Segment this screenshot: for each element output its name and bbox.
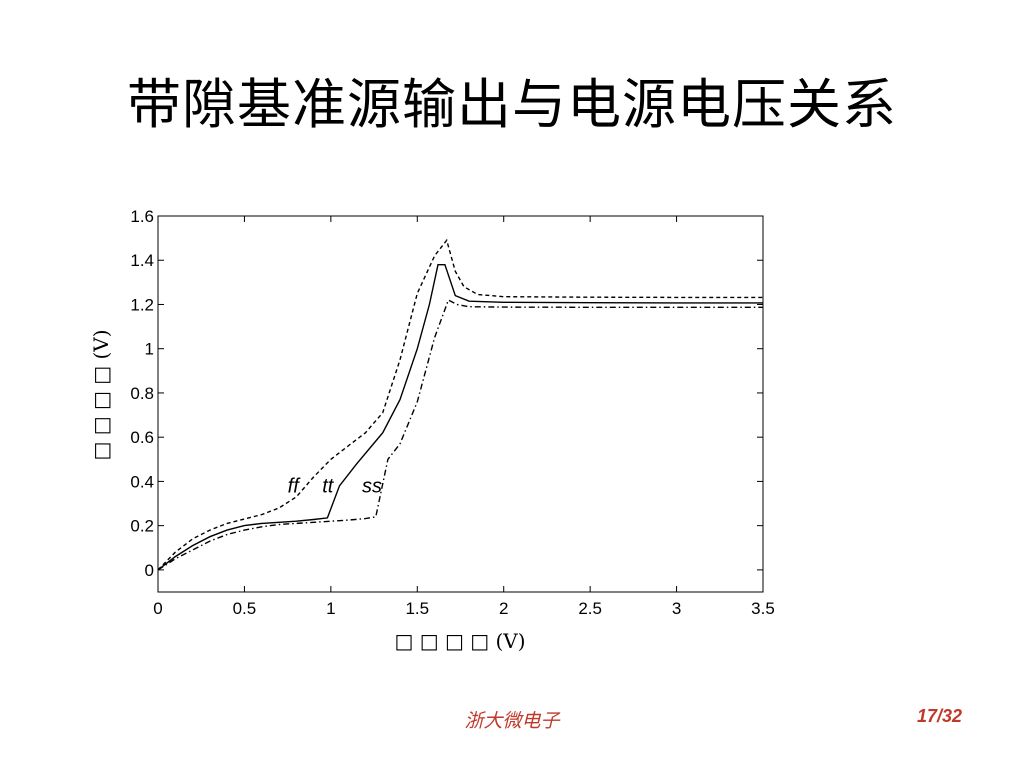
- x-tick-label: 2.5: [578, 599, 602, 618]
- curve-label-tt: tt: [322, 475, 335, 497]
- y-tick-label: 1.2: [130, 295, 154, 314]
- y-tick-label: 0.2: [130, 517, 154, 536]
- x-tick-label: 2: [499, 599, 508, 618]
- x-tick-label: 0: [153, 599, 162, 618]
- slide-title: 带隙基准源输出与电源电压关系: [127, 73, 897, 136]
- series-group: [157, 238, 763, 571]
- axis-ticks: 0 0.5 1 1.5 2 2.5 3 3.5 0 0.2 0.4 0.6 0.8 1 1.2 1.4 1.6: [130, 207, 774, 618]
- x-tick-label: 3.5: [751, 599, 775, 618]
- x-tick-label: 3: [672, 599, 681, 618]
- series-line-tt: [157, 264, 763, 571]
- x-axis-label: □ □ □ □ (V): [394, 629, 525, 653]
- y-tick-label: 1: [145, 340, 154, 359]
- y-tick-label: 0.4: [130, 472, 154, 491]
- x-tick-label: 1: [326, 599, 335, 618]
- y-tick-label: 1.4: [130, 251, 154, 270]
- y-tick-label: 0.8: [130, 384, 154, 403]
- series-line-ss: [157, 299, 763, 571]
- y-axis-label: □ □ □ □ (V): [89, 329, 113, 460]
- series-line-ff: [157, 238, 763, 571]
- y-tick-label: 0.6: [130, 428, 154, 447]
- page-number: 17/32: [916, 706, 962, 726]
- curve-label-ss: ss: [362, 475, 382, 497]
- curve-labels: ff tt ss: [288, 475, 382, 497]
- x-tick-label: 1.5: [405, 599, 429, 618]
- footer-organization: 浙大微电子: [464, 710, 560, 732]
- x-tick-label: 0.5: [233, 599, 257, 618]
- curve-label-ff: ff: [288, 475, 302, 497]
- plot-frame: [157, 215, 764, 593]
- y-tick-label: 0: [145, 561, 154, 580]
- y-tick-label: 1.6: [130, 207, 154, 226]
